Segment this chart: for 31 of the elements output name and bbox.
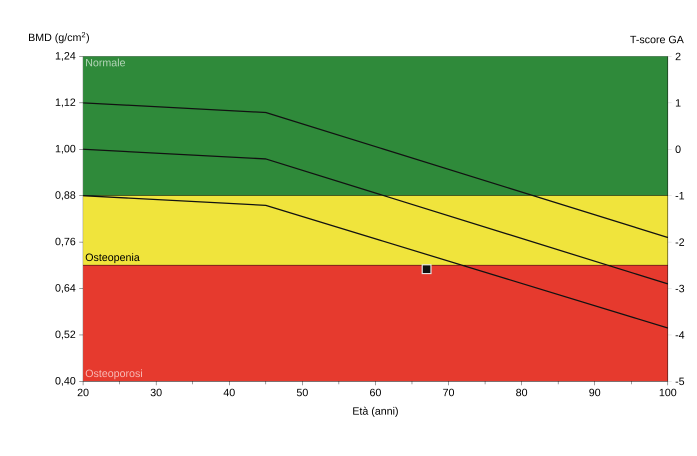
x-tick-label: 100 (660, 388, 676, 396)
x-axis-title: Età (anni) (353, 406, 398, 417)
band-label: Osteoporosi (86, 369, 142, 380)
y2-tick-label: 2 (676, 52, 681, 60)
y-tick-label: 0,52 (55, 330, 76, 340)
band-label: Osteopenia (86, 253, 140, 264)
x-tick-label: 80 (516, 388, 528, 396)
y-tick-label: 0,88 (55, 191, 76, 200)
y2-tick-label: -1 (676, 192, 684, 200)
x-tick-label: 60 (370, 388, 381, 396)
y2-tick-label: -5 (676, 378, 684, 385)
y-tick-label: 1,00 (56, 144, 76, 154)
y-tick-label: 1,12 (56, 98, 76, 108)
x-tick-label: 30 (150, 388, 162, 396)
x-tick-label: 70 (443, 388, 454, 396)
y-tick-label: 0,76 (55, 238, 76, 246)
x-tick-label: 90 (589, 388, 600, 396)
y2-tick-label: -3 (676, 284, 684, 292)
y-tick-label: 1,24 (56, 52, 76, 61)
y-tick-label: 0,64 (55, 284, 76, 293)
y2-tick-label: -4 (676, 331, 684, 338)
y-axis-title: BMD (g/cm$^{2}$) (29, 32, 89, 44)
y2-tick-label: 0 (676, 145, 681, 153)
y2-tick-label: 1 (676, 99, 681, 106)
y-tick-label: 0,40 (55, 376, 76, 386)
x-tick-label: 20 (78, 388, 89, 396)
x-tick-label: 40 (224, 388, 235, 396)
x-tick-label: 50 (296, 388, 308, 396)
y2-axis-title: T-score GA (630, 36, 684, 44)
y2-tick-label: -2 (676, 238, 684, 246)
band-label: Normale (86, 58, 126, 66)
